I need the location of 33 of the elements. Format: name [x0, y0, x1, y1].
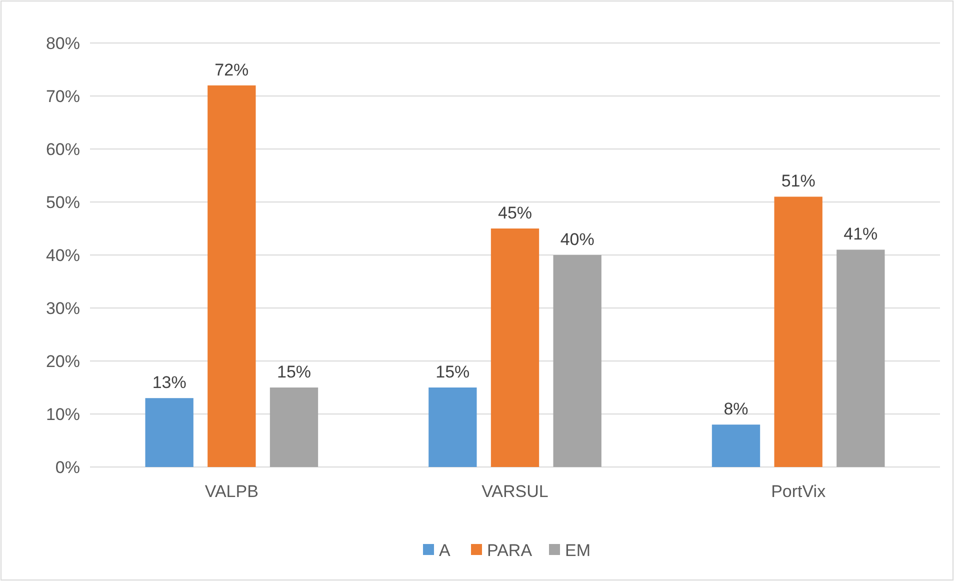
- legend-label: PARA: [487, 540, 533, 560]
- data-label: 40%: [560, 230, 594, 249]
- bar: [836, 250, 885, 467]
- data-label: 51%: [781, 172, 816, 191]
- y-tick-label: 0%: [55, 458, 80, 477]
- y-tick-label: 40%: [46, 246, 80, 265]
- bar: [145, 398, 194, 467]
- legend-label: A: [439, 540, 451, 560]
- x-tick-label: VALPB: [204, 482, 258, 501]
- bar: [712, 424, 760, 467]
- data-label: 45%: [498, 204, 532, 222]
- bar: [270, 388, 318, 467]
- bar: [428, 388, 477, 467]
- bar: [774, 196, 822, 467]
- y-tick-label: 50%: [46, 192, 80, 212]
- data-label: 15%: [436, 362, 470, 382]
- data-label: 13%: [152, 373, 186, 392]
- bar: [208, 85, 256, 467]
- y-tick-label: 10%: [46, 404, 80, 424]
- y-tick-label: 70%: [46, 86, 80, 106]
- y-tick-label: 20%: [46, 352, 80, 371]
- bar: [553, 255, 602, 467]
- y-tick-label: 80%: [46, 34, 80, 53]
- x-tick-label: PortVix: [771, 482, 826, 501]
- y-tick-label: 30%: [46, 298, 80, 318]
- x-tick-label: VARSUL: [482, 482, 548, 501]
- data-label: 15%: [276, 362, 312, 382]
- data-label: 72%: [214, 60, 249, 80]
- data-label: 41%: [844, 224, 878, 244]
- y-tick-label: 60%: [46, 140, 80, 159]
- bar: [490, 228, 540, 467]
- data-label: 8%: [724, 400, 748, 419]
- legend-label: EM: [565, 540, 590, 560]
